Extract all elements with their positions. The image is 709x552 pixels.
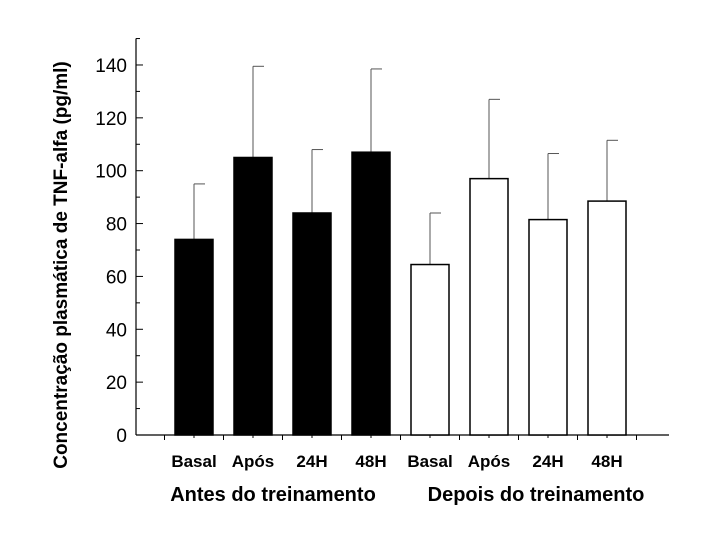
y-tick-label: 140 — [95, 56, 127, 77]
axes — [135, 38, 669, 440]
y-tick-label: 60 — [106, 267, 127, 288]
y-tick-labels: 0 20 40 60 80 100 120 140 — [95, 56, 127, 447]
group-label-depois: Depois do treinamento — [428, 484, 645, 506]
y-tick-label: 80 — [106, 215, 127, 236]
bars-layer — [174, 65, 627, 436]
bar — [528, 218, 568, 436]
y-tick-label: 100 — [95, 162, 127, 183]
bar — [410, 263, 450, 436]
x-tick-label: 24H — [532, 452, 563, 471]
bar — [174, 238, 214, 436]
y-axis-label: Concentração plasmática de TNF-alfa (pg/… — [51, 61, 72, 469]
bar — [292, 212, 332, 436]
y-tick-label: 120 — [95, 109, 127, 130]
bar — [587, 200, 627, 436]
x-tick-label: Após — [468, 452, 511, 471]
x-tick-label: Basal — [407, 452, 452, 471]
x-tick-label: Basal — [171, 452, 216, 471]
x-tick-label: 48H — [591, 452, 622, 471]
x-tick-labels: Basal Após 24H 48H Basal Após 24H 48H — [171, 452, 622, 471]
x-tick-label: 48H — [355, 452, 386, 471]
y-tick-label: 20 — [106, 373, 127, 394]
group-label-antes: Antes do treinamento — [170, 484, 376, 506]
bar — [233, 156, 273, 436]
y-tick-label: 40 — [106, 320, 127, 341]
x-tick-label: Após — [232, 452, 275, 471]
bar — [351, 151, 391, 436]
bar — [469, 177, 509, 436]
y-tick-label: 0 — [116, 426, 127, 447]
x-tick-label: 24H — [296, 452, 327, 471]
